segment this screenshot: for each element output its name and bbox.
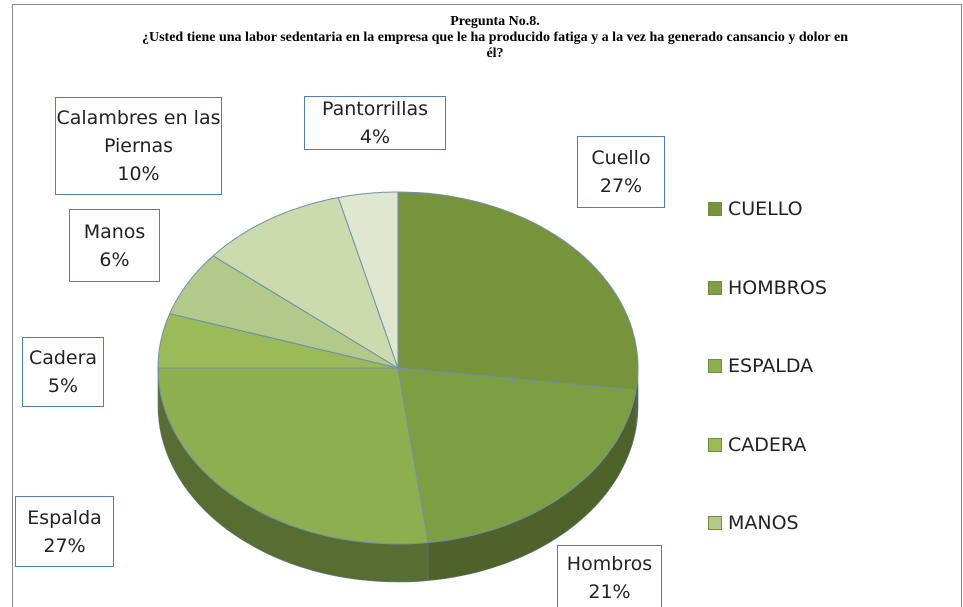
legend-swatch (708, 359, 722, 373)
data-label-name: Hombros (566, 553, 653, 575)
data-label-value: 21% (588, 581, 631, 603)
legend-label: CUELLO (728, 198, 803, 220)
data-label: Manos 6% (69, 209, 160, 282)
data-label-name: Calambres en las Piernas (56, 107, 221, 157)
data-label-value: 4% (359, 126, 391, 148)
data-label: Pantorrillas 4% (304, 96, 446, 150)
legend-item: CUELLO (708, 198, 803, 220)
legend-label: CADERA (728, 433, 807, 456)
data-label: Hombros 21% (557, 545, 662, 607)
data-label-name: Cuello (591, 147, 651, 169)
legend-label: HOMBROS (728, 276, 827, 299)
data-label-name: Cadera (28, 347, 98, 369)
slice (337, 191, 399, 369)
chart-title: Pregunta No.8. (450, 14, 540, 29)
slice (157, 313, 399, 369)
data-label: Calambres en las Piernas 10% (55, 97, 222, 195)
legend-item: ESPALDA (708, 355, 813, 377)
data-label-value: 27% (599, 175, 643, 197)
data-label-value: 6% (99, 248, 130, 271)
data-label: Espalda 27% (15, 496, 114, 567)
data-label-value: 10% (117, 163, 160, 185)
legend-swatch (708, 202, 722, 216)
data-label: Cuello 27% (577, 136, 665, 208)
legend-item: MANOS (708, 512, 799, 534)
data-label-name: Manos (83, 220, 146, 243)
slice (168, 255, 399, 369)
legend-item: CADERA (708, 434, 806, 456)
legend-swatch (708, 516, 722, 530)
slice (157, 367, 429, 545)
slice (397, 367, 637, 544)
chart-subtitle: ¿Usted tiene una labor sedentaria en la … (142, 30, 848, 61)
legend-swatch (708, 437, 722, 452)
data-label-name: Pantorrillas (321, 98, 429, 120)
slice (212, 196, 399, 370)
legend-label: MANOS (728, 512, 799, 534)
data-label-name: Espalda (27, 506, 102, 529)
data-label-value: 5% (47, 375, 79, 397)
legend-label: ESPALDA (728, 355, 814, 377)
slice (397, 191, 639, 391)
legend-item: HOMBROS (708, 277, 827, 299)
legend-swatch (708, 280, 722, 295)
chart-frame (12, 4, 962, 607)
data-label-value: 27% (43, 534, 86, 557)
data-label: Cadera 5% (22, 337, 104, 407)
